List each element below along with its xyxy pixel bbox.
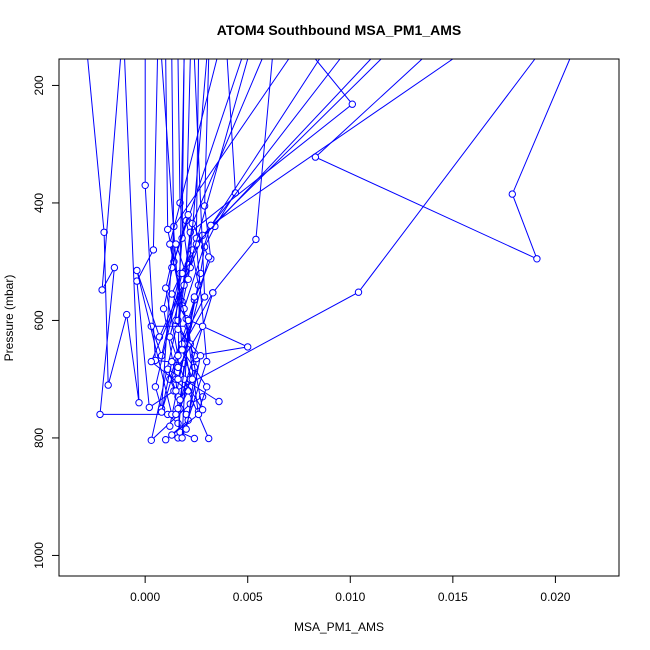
series-23: [147, 59, 249, 419]
data-point: [174, 375, 182, 383]
data-point: [159, 305, 168, 313]
data-point: [168, 357, 176, 366]
series-29: [161, 59, 199, 404]
data-point: [96, 410, 104, 419]
data-point: [147, 436, 156, 444]
data-point: [98, 286, 106, 294]
data-point: [184, 387, 192, 395]
data-point: [244, 343, 252, 351]
data-point: [196, 269, 205, 278]
data-point: [198, 231, 207, 240]
y-tick-label: 200: [32, 75, 46, 95]
data-point: [184, 211, 192, 219]
data-point: [172, 240, 180, 248]
x-tick-label: 0.020: [540, 590, 570, 604]
data-point: [209, 289, 217, 297]
data-point: [205, 434, 213, 443]
data-point: [174, 419, 182, 427]
data-point: [180, 305, 188, 313]
data-point: [157, 408, 166, 416]
data-point: [100, 228, 108, 237]
data-point: [151, 383, 160, 391]
data-point: [174, 352, 182, 360]
series-line: [87, 59, 140, 403]
data-point: [133, 266, 141, 275]
y-tick-label: 400: [32, 193, 46, 213]
x-tick-label: 0.015: [438, 590, 468, 604]
y-tick-label: 800: [32, 428, 46, 448]
data-point: [104, 381, 112, 389]
series-18: [311, 59, 571, 263]
plot-frame: [58, 58, 620, 577]
data-point: [194, 410, 203, 419]
series-30: [162, 59, 208, 360]
data-point: [145, 403, 154, 412]
series-1: [87, 59, 143, 407]
data-point: [198, 322, 207, 330]
data-point: [252, 235, 260, 244]
data-point: [188, 375, 197, 383]
data-point: [348, 100, 356, 108]
data-point: [196, 352, 205, 360]
data-point: [162, 436, 170, 444]
data-point: [135, 399, 143, 407]
data-point: [164, 225, 172, 234]
x-tick-label: 0.010: [335, 590, 365, 604]
data-point: [168, 290, 176, 298]
data-point: [174, 404, 182, 413]
data-point: [198, 406, 207, 414]
y-axis-label: Pressure (mbar): [2, 275, 16, 362]
data-point: [157, 352, 166, 360]
data-point: [176, 396, 184, 404]
data-point: [207, 221, 215, 230]
data-point: [182, 425, 190, 433]
x-tick-label: 0.000: [130, 590, 160, 604]
data-point: [205, 253, 213, 261]
x-axis-label: MSA_PM1_AMS: [294, 620, 384, 634]
data-point: [110, 263, 119, 272]
x-tick-label: 0.005: [233, 590, 263, 604]
series-layer: [87, 59, 571, 444]
data-point: [141, 181, 149, 190]
data-point: [149, 246, 158, 254]
data-point: [203, 357, 211, 366]
data-point: [533, 255, 541, 263]
data-point: [172, 387, 180, 395]
data-point: [162, 284, 170, 292]
data-point: [508, 190, 516, 198]
data-point: [168, 431, 176, 439]
chart-title: ATOM4 Southbound MSA_PM1_AMS: [217, 22, 461, 38]
data-point: [215, 397, 223, 406]
data-point: [354, 288, 363, 296]
data-point: [166, 422, 174, 430]
data-point: [174, 325, 182, 333]
data-point: [203, 383, 211, 391]
data-point: [178, 434, 186, 442]
data-point: [123, 310, 131, 319]
data-point: [166, 240, 174, 248]
data-point: [184, 275, 192, 283]
data-point: [190, 293, 199, 301]
data-point: [147, 357, 156, 366]
data-point: [200, 293, 209, 301]
y-tick-label: 600: [32, 310, 46, 330]
data-point: [190, 434, 199, 443]
series-26: [174, 59, 217, 413]
data-point: [178, 346, 186, 354]
y-tick-label: 1000: [32, 542, 46, 569]
